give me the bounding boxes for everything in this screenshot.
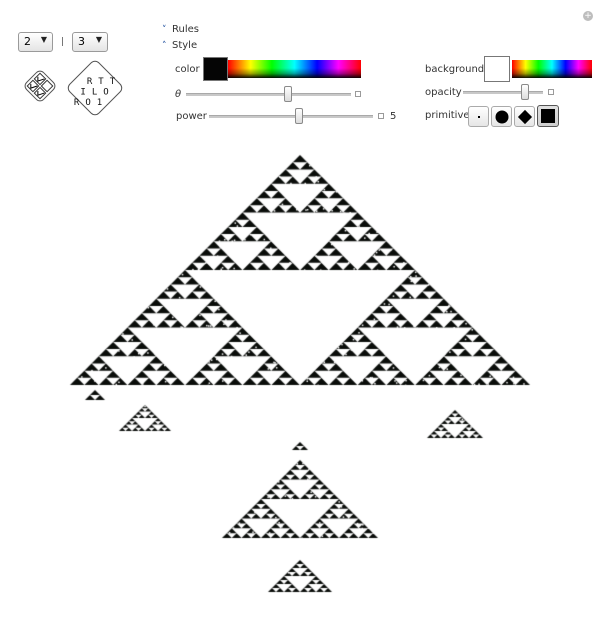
primitive-point-button[interactable] bbox=[468, 106, 489, 127]
dropdown-b-value: 3 bbox=[78, 35, 85, 48]
color-spectrum[interactable] bbox=[228, 60, 361, 78]
rule-card-row-3: RO1 bbox=[68, 97, 114, 109]
dropdown-a-arrow-icon: ▼ bbox=[41, 35, 47, 44]
fractal-canvas bbox=[0, 140, 600, 640]
background-swatch[interactable] bbox=[484, 56, 510, 82]
primitive-disk-button[interactable] bbox=[491, 106, 512, 127]
add-panel-icon[interactable]: + bbox=[583, 11, 593, 21]
style-toggle[interactable]: ˄ Style bbox=[162, 40, 197, 51]
rules-toggle[interactable]: ˅ Rules bbox=[162, 24, 199, 35]
background-label: background bbox=[425, 64, 484, 75]
diamond-icon bbox=[517, 109, 531, 123]
point-icon bbox=[478, 116, 480, 118]
theta-slider-track[interactable] bbox=[186, 93, 351, 96]
color-swatch[interactable] bbox=[203, 57, 228, 81]
opacity-slider-thumb[interactable] bbox=[521, 84, 529, 100]
dropdown-separator bbox=[62, 37, 63, 46]
disk-icon bbox=[495, 110, 508, 123]
power-expand-icon[interactable] bbox=[378, 113, 384, 119]
rules-toggle-label: Rules bbox=[172, 24, 199, 35]
opacity-expand-icon[interactable] bbox=[548, 89, 554, 95]
power-label: power bbox=[176, 111, 207, 122]
rule-card[interactable]: RTT ILO RO1 bbox=[66, 59, 124, 117]
primitive-diamond-button[interactable] bbox=[514, 106, 535, 127]
rule-grid-icon[interactable] bbox=[20, 66, 60, 106]
square-icon bbox=[541, 109, 555, 123]
theta-slider-thumb[interactable] bbox=[284, 86, 292, 102]
chevron-down-icon: ˅ bbox=[162, 25, 172, 35]
opacity-slider-track[interactable] bbox=[463, 91, 543, 94]
dropdown-a-value: 2 bbox=[24, 35, 31, 48]
color-label: color bbox=[175, 64, 200, 75]
dropdown-a[interactable]: 2 ▼ bbox=[18, 32, 53, 52]
theta-label: θ bbox=[175, 89, 181, 100]
primitive-label: primitive bbox=[425, 110, 470, 121]
dropdown-b-arrow-icon: ▼ bbox=[96, 35, 102, 44]
background-spectrum[interactable] bbox=[512, 60, 592, 78]
power-value: 5 bbox=[390, 111, 396, 122]
chevron-up-icon: ˄ bbox=[162, 41, 172, 51]
power-slider-track[interactable] bbox=[209, 115, 373, 118]
theta-expand-icon[interactable] bbox=[355, 91, 361, 97]
dropdown-b[interactable]: 3 ▼ bbox=[72, 32, 108, 52]
primitive-square-button[interactable] bbox=[537, 105, 559, 127]
style-toggle-label: Style bbox=[172, 40, 197, 51]
power-slider-thumb[interactable] bbox=[295, 108, 303, 124]
opacity-label: opacity bbox=[425, 87, 462, 98]
